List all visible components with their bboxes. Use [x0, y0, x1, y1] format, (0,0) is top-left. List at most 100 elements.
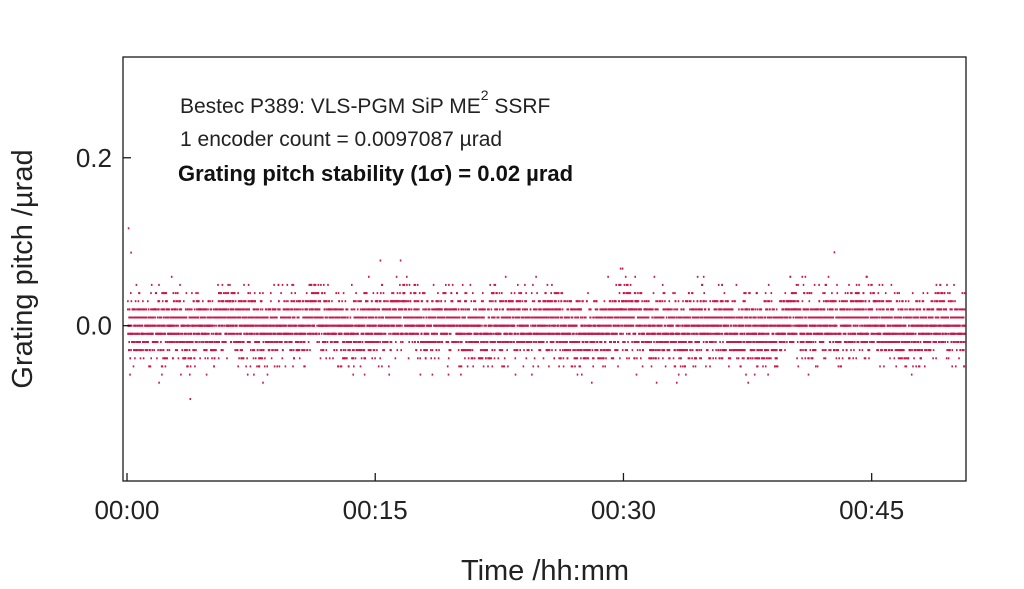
data-point [385, 324, 388, 327]
data-point [379, 259, 382, 262]
data-point [202, 316, 205, 319]
data-point [240, 308, 242, 311]
data-point [413, 308, 415, 311]
data-point [420, 341, 422, 343]
data-point [585, 332, 587, 335]
data-point [310, 292, 313, 295]
data-point [286, 332, 288, 335]
data-point [596, 308, 599, 311]
data-point [310, 283, 313, 286]
data-point [252, 349, 254, 352]
data-point [425, 308, 427, 311]
data-point [513, 324, 516, 327]
data-point [379, 357, 381, 360]
data-point [306, 308, 308, 311]
data-point [273, 341, 276, 343]
data-point [391, 308, 394, 311]
data-point [332, 332, 335, 335]
data-point [640, 292, 643, 295]
data-point [487, 357, 489, 360]
data-point [510, 308, 512, 311]
data-point [209, 300, 211, 303]
data-point [652, 357, 655, 360]
data-point [303, 324, 306, 327]
data-point [151, 349, 154, 352]
data-point [443, 316, 446, 319]
data-point [694, 324, 697, 327]
data-point [709, 300, 711, 303]
data-point [613, 341, 615, 343]
data-point [152, 324, 155, 327]
data-point [270, 332, 273, 335]
data-point [698, 349, 700, 352]
data-point [371, 316, 374, 319]
data-point [278, 332, 281, 335]
data-point [566, 300, 569, 303]
data-point [714, 316, 717, 319]
data-point [576, 324, 578, 327]
data-point [535, 341, 538, 343]
data-point [464, 308, 467, 311]
data-point [276, 332, 279, 335]
data-point [453, 341, 455, 343]
data-point [426, 349, 428, 352]
data-point [441, 332, 443, 335]
data-point [425, 316, 427, 319]
data-point [599, 316, 601, 319]
data-point [689, 300, 692, 303]
data-point [462, 324, 464, 327]
data-point [320, 283, 322, 286]
data-point [640, 332, 643, 335]
data-point [577, 316, 579, 319]
data-point [282, 308, 285, 311]
data-point [662, 292, 665, 295]
data-point [723, 324, 725, 327]
data-point [229, 283, 231, 286]
data-point [653, 275, 656, 278]
data-point [647, 332, 649, 335]
data-point [706, 316, 708, 319]
data-point [415, 349, 418, 352]
data-point [669, 357, 671, 360]
data-point [172, 292, 175, 295]
data-point [316, 292, 318, 295]
data-point [528, 316, 531, 319]
data-point [138, 316, 140, 319]
data-point [141, 316, 144, 319]
data-point [546, 332, 548, 335]
data-point [556, 292, 559, 295]
data-point [236, 349, 239, 352]
data-point [275, 349, 277, 352]
data-point [237, 332, 239, 335]
data-point [230, 341, 233, 343]
data-point [220, 308, 223, 311]
data-point [155, 332, 158, 335]
data-point [192, 324, 194, 327]
data-point [691, 292, 694, 295]
data-point [149, 349, 151, 352]
data-point [173, 300, 175, 303]
data-point [610, 324, 612, 327]
data-point [384, 332, 387, 335]
data-point [666, 341, 668, 343]
data-point [225, 308, 228, 311]
data-point [619, 357, 621, 360]
data-point [140, 316, 142, 319]
data-point [153, 341, 155, 343]
data-point [310, 300, 312, 303]
data-point [283, 300, 285, 303]
data-point [559, 349, 561, 352]
data-point [669, 316, 671, 319]
data-point [395, 341, 397, 343]
data-point [646, 308, 649, 311]
data-point [720, 324, 723, 327]
data-point [639, 292, 642, 295]
data-point [603, 357, 605, 360]
data-point [708, 332, 711, 335]
data-point [320, 332, 323, 335]
data-point [165, 308, 168, 311]
data-point [475, 308, 477, 311]
data-point [641, 341, 643, 343]
data-point [215, 308, 218, 311]
data-point [574, 365, 576, 368]
